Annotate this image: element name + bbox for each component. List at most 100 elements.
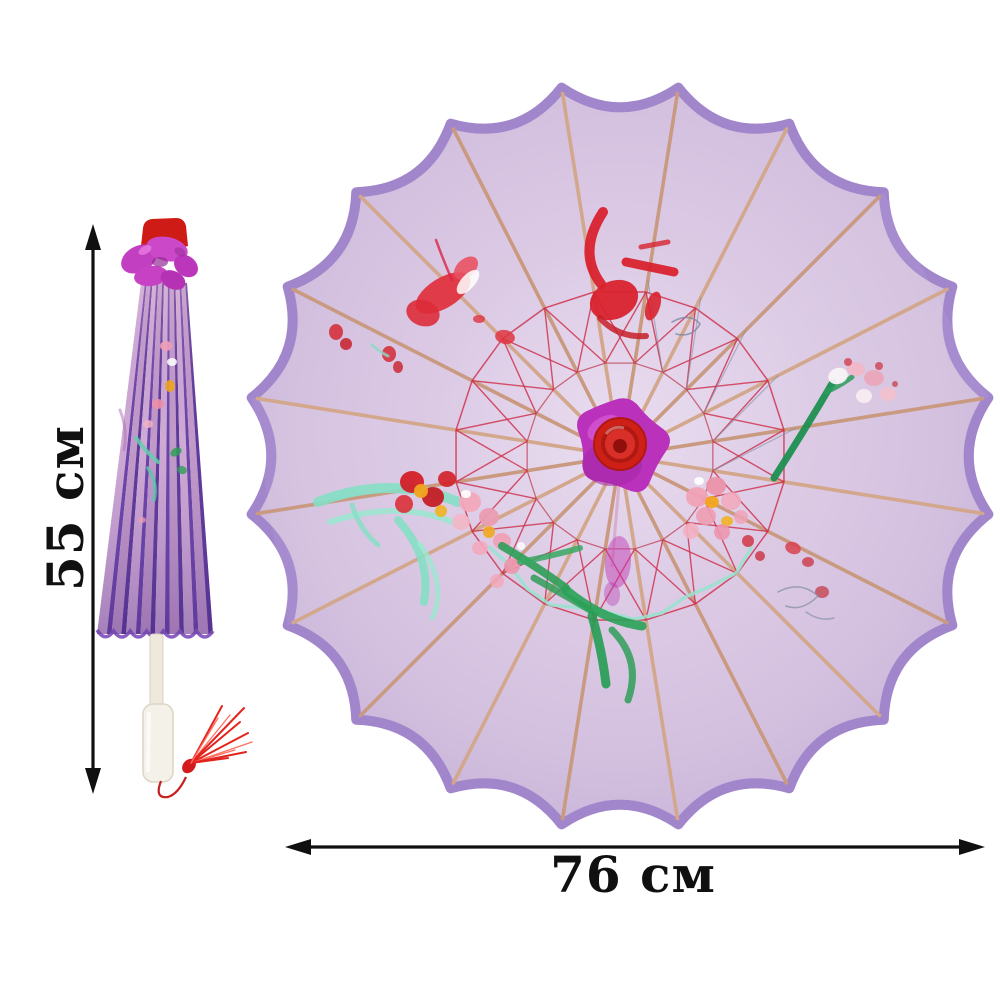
height-dimension-arrow — [85, 224, 101, 794]
paint-blob — [589, 279, 639, 321]
web-cross — [455, 481, 537, 500]
paint-blob — [892, 381, 898, 387]
paint-blob — [495, 329, 515, 345]
paint-blob — [828, 367, 848, 385]
paint-blob — [706, 477, 726, 495]
paint-stroke — [777, 586, 820, 609]
open-umbrella — [246, 82, 994, 830]
paint-stroke — [805, 611, 835, 620]
paint-blob — [452, 514, 470, 530]
paint-blob — [864, 370, 884, 386]
rib — [358, 475, 601, 718]
paint-blob — [152, 399, 164, 409]
fabric-sheen — [620, 192, 989, 456]
ruffle-petal — [138, 245, 152, 255]
web-cross — [645, 539, 664, 621]
paint-blob — [456, 269, 480, 295]
width-dimension-label: 76 см — [550, 845, 716, 904]
web-cross — [455, 412, 537, 431]
paint-blob — [742, 535, 754, 547]
rib — [622, 483, 680, 821]
paint-blob — [517, 542, 525, 550]
web-cross — [662, 539, 738, 575]
paint-blob — [490, 574, 504, 588]
tassel-strand — [190, 751, 247, 764]
tassel-cord — [157, 776, 187, 799]
ruffle-petal — [134, 265, 168, 287]
paint-blob — [721, 492, 741, 510]
tassel-strand — [190, 707, 245, 764]
web-cross — [502, 337, 578, 373]
tassel-strand — [190, 717, 219, 764]
paint-stroke — [417, 541, 441, 621]
paint-blob — [165, 380, 175, 392]
paint-blob — [438, 471, 456, 487]
paint-stroke — [584, 207, 608, 289]
paint-blob — [177, 465, 187, 475]
aqua-thread-ring — [487, 545, 753, 622]
paint-blob — [167, 358, 177, 366]
paint-blob — [138, 517, 146, 523]
width-dimension-arrow — [285, 839, 985, 855]
paint-stroke — [561, 585, 647, 631]
paint-blob — [683, 523, 699, 539]
paint-blob — [604, 536, 632, 588]
paint-blob — [473, 315, 485, 323]
hub-core — [613, 439, 627, 453]
web-cross — [544, 307, 606, 364]
paint-blob — [644, 291, 662, 321]
paint-blob — [847, 361, 865, 377]
painted-flecks — [118, 341, 187, 523]
web-cross — [472, 379, 554, 391]
paint-blob — [170, 447, 182, 457]
web-cross — [501, 338, 537, 414]
paint-blob — [802, 557, 814, 567]
web-gray-thread — [685, 297, 702, 390]
paint-blob — [696, 507, 716, 525]
paint-stroke — [394, 516, 430, 606]
ruffle-petal — [160, 270, 186, 290]
paint-blob — [603, 582, 621, 606]
rib — [631, 480, 789, 785]
web-gray-thread — [703, 329, 747, 414]
paint-blob — [393, 361, 403, 373]
arrowhead-up — [85, 224, 101, 250]
arrowhead-left — [285, 839, 311, 855]
rib — [255, 396, 593, 454]
paint-blob — [340, 338, 352, 350]
paint-stroke — [370, 343, 390, 358]
web-cross — [662, 337, 738, 373]
handle-highlight — [146, 711, 151, 773]
rib — [647, 396, 985, 454]
paint-blob — [856, 389, 872, 403]
paint-stroke — [434, 238, 454, 282]
paint-blob — [406, 299, 440, 327]
rib — [451, 480, 609, 785]
arrowhead-right — [959, 839, 985, 855]
rib — [451, 127, 609, 432]
paint-stroke — [134, 436, 160, 464]
rib — [639, 475, 882, 718]
paint-blob — [414, 484, 428, 498]
rib — [639, 194, 882, 437]
web-cross — [634, 548, 696, 605]
tassel-strand — [190, 732, 249, 764]
web-cross — [703, 338, 739, 414]
paint-blob — [721, 516, 733, 526]
ruffle-petal — [174, 254, 198, 278]
paint-blob — [479, 508, 499, 526]
web-gray-thread — [647, 280, 664, 373]
center-flower — [577, 398, 670, 492]
paint-stroke — [118, 408, 127, 452]
arrowhead-down — [85, 768, 101, 794]
web-gray-thread — [712, 427, 797, 472]
ruffle-petal — [174, 247, 186, 257]
paint-stroke — [587, 611, 611, 689]
web-cross — [685, 308, 697, 390]
height-dimension-label: 55 см — [36, 425, 95, 591]
shaft — [149, 633, 164, 707]
paint-stroke — [638, 239, 671, 250]
hub-gloss — [604, 425, 625, 435]
rib — [560, 483, 618, 821]
